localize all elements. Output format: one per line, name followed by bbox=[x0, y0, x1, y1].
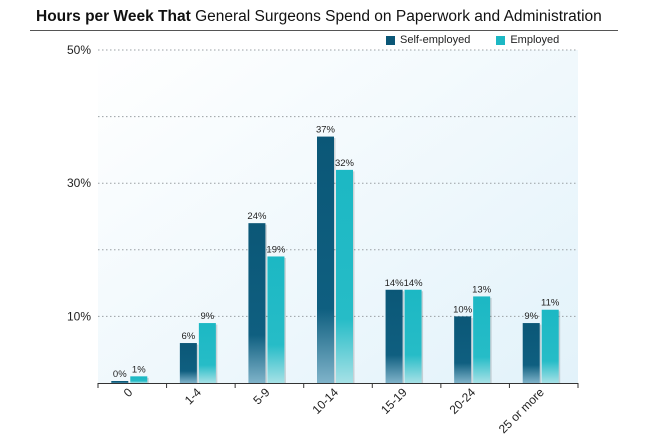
legend: Self-employed Employed bbox=[386, 34, 559, 46]
bar-employed bbox=[130, 376, 148, 383]
bar-self-employed bbox=[385, 289, 403, 383]
chart-title-rest: General Surgeons Spend on Paperwork and … bbox=[195, 8, 602, 25]
data-label-self-employed: 10% bbox=[453, 304, 473, 315]
bar-employed bbox=[336, 169, 353, 383]
data-label-employed: 11% bbox=[541, 298, 560, 309]
bar-self-employed bbox=[522, 323, 540, 383]
bar-employed bbox=[198, 323, 216, 383]
x-tick-label: 20-24 bbox=[447, 385, 479, 417]
chart-title: Hours per Week That General Surgeons Spe… bbox=[36, 8, 602, 26]
legend-swatch-employed bbox=[496, 35, 506, 45]
x-tick-label: 10-14 bbox=[310, 385, 342, 417]
data-label-self-employed: 9% bbox=[524, 311, 538, 322]
y-tick-label: 30% bbox=[67, 176, 91, 190]
data-label-self-employed: 37% bbox=[316, 125, 336, 136]
x-tick-label: 5-9 bbox=[250, 385, 272, 407]
x-tick-label: 25 or more bbox=[496, 385, 547, 436]
data-label-employed: 13% bbox=[472, 284, 492, 295]
legend-swatch-self-employed bbox=[386, 35, 395, 45]
y-tick-label: 50% bbox=[67, 43, 91, 57]
title-divider bbox=[30, 30, 618, 31]
bar-self-employed bbox=[317, 136, 334, 383]
data-label-self-employed: 14% bbox=[385, 278, 405, 289]
chart-title-bold: Hours per Week That bbox=[36, 8, 191, 25]
bar-employed bbox=[404, 289, 422, 383]
legend-item-employed: Employed bbox=[496, 34, 559, 46]
data-label-employed: 19% bbox=[266, 244, 286, 255]
bar-employed bbox=[541, 309, 559, 383]
x-tick-label: 1-4 bbox=[182, 385, 204, 407]
bar-self-employed bbox=[454, 316, 472, 383]
data-label-self-employed: 6% bbox=[181, 331, 195, 342]
x-tick-label: 0 bbox=[121, 385, 136, 400]
data-label-employed: 14% bbox=[404, 278, 424, 289]
bar-employed bbox=[473, 296, 491, 383]
y-tick-label: 10% bbox=[67, 309, 91, 323]
x-tick-label: 15-19 bbox=[378, 385, 410, 417]
bar-employed bbox=[267, 256, 285, 383]
legend-label-employed: Employed bbox=[510, 34, 560, 46]
bar-self-employed bbox=[179, 343, 197, 383]
data-label-employed: 9% bbox=[200, 311, 214, 322]
data-label-employed: 1% bbox=[132, 364, 146, 375]
data-label-self-employed: 0% bbox=[113, 369, 127, 380]
data-label-self-employed: 24% bbox=[247, 211, 267, 222]
data-label-employed: 32% bbox=[335, 158, 355, 169]
legend-item-self-employed: Self-employed bbox=[386, 34, 470, 46]
bar-self-employed bbox=[111, 381, 129, 383]
legend-label-self-employed: Self-employed bbox=[400, 34, 471, 46]
bar-self-employed bbox=[248, 223, 266, 383]
